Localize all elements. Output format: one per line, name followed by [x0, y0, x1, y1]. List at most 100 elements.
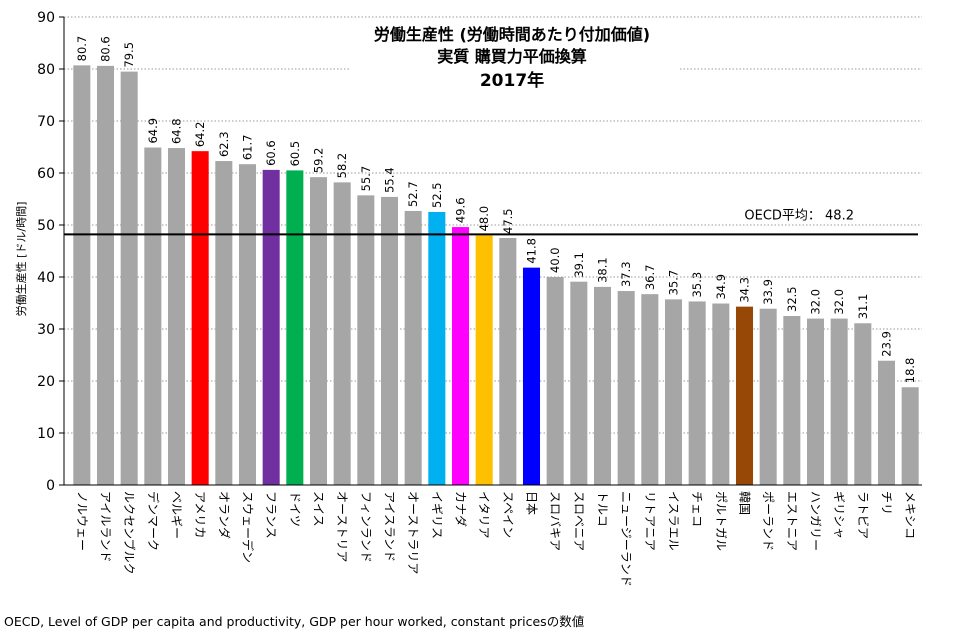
bar — [901, 387, 919, 485]
bar-value-label: 60.6 — [264, 140, 278, 166]
bar — [593, 286, 612, 485]
bar-value-label: 59.2 — [312, 148, 326, 174]
bar-value-label: 40.0 — [548, 247, 562, 273]
x-tick-label: エストニア — [785, 491, 799, 551]
bar — [357, 195, 375, 486]
bar-value-label: 80.6 — [99, 36, 113, 62]
x-tick-label: チリ — [880, 491, 894, 515]
x-tick-label: ハンガリー — [809, 491, 823, 551]
x-tick-label: フィンランド — [359, 491, 373, 563]
bar-value-label: 61.7 — [241, 135, 255, 161]
bar-value-label: 38.1 — [596, 257, 610, 283]
bar — [759, 308, 777, 485]
x-tick-label: ポルトガル — [714, 491, 728, 551]
y-tick-label: 10 — [37, 426, 55, 442]
x-tick-label: イギリス — [430, 491, 444, 539]
bar-value-label: 49.6 — [454, 197, 468, 223]
bar-value-label: 64.2 — [193, 122, 207, 148]
bar-value-label: 18.8 — [903, 358, 917, 384]
x-tick-label: オーストリア — [335, 491, 349, 562]
bar-value-label: 60.5 — [288, 141, 302, 167]
bar-value-label: 41.8 — [525, 238, 539, 264]
bar-value-label: 23.9 — [880, 331, 894, 357]
bar — [404, 210, 422, 485]
x-tick-label: カナダ — [454, 491, 469, 527]
bar — [286, 170, 304, 485]
bar — [877, 360, 896, 485]
bar-value-label: 47.5 — [501, 208, 515, 234]
bar — [570, 281, 588, 485]
bar — [546, 277, 564, 485]
x-tick-label: ノルウェー — [75, 491, 89, 551]
bar — [617, 291, 635, 485]
source-note: OECD, Level of GDP per capita and produc… — [4, 614, 585, 629]
bar — [238, 164, 257, 485]
bar-value-label: 55.4 — [383, 167, 397, 193]
bar-value-label: 33.9 — [761, 279, 775, 305]
y-tick-label: 50 — [37, 218, 55, 234]
bar-value-label: 58.2 — [335, 153, 349, 179]
bar — [380, 196, 399, 486]
bar-value-label: 35.3 — [690, 272, 704, 298]
x-tick-label: ニュージーランド — [619, 491, 633, 587]
chart-title-line: 2017年 — [480, 70, 544, 91]
bar — [499, 238, 517, 485]
bar — [688, 301, 706, 485]
bar-value-label: 36.7 — [643, 265, 657, 291]
bar — [120, 71, 138, 485]
x-tick-label: スウェーデン — [241, 491, 256, 563]
bar-value-label: 35.7 — [667, 270, 681, 296]
x-tick-label: アメリカ — [193, 491, 207, 538]
x-tick-label: 日本 — [525, 491, 539, 515]
bar-value-label: 32.5 — [785, 286, 799, 312]
bar-value-label: 34.9 — [714, 274, 728, 300]
bar-value-label: 55.7 — [359, 166, 373, 192]
x-tick-label: イタリア — [477, 491, 491, 539]
y-tick-label: 20 — [37, 374, 55, 390]
x-tick-label: ラトビア — [856, 491, 870, 539]
y-tick-label: 60 — [37, 166, 55, 182]
bar-value-label: 62.3 — [217, 131, 231, 157]
bar — [309, 177, 328, 485]
bar — [522, 267, 541, 485]
bar — [830, 318, 848, 485]
x-tick-label: オランダ — [217, 491, 232, 539]
bar-value-label: 52.5 — [430, 182, 444, 208]
x-tick-label: ルクセンブルク — [122, 491, 137, 575]
x-tick-label: メキシコ — [903, 491, 917, 539]
bar-value-label: 48.0 — [477, 206, 491, 232]
bar — [144, 147, 162, 485]
bar-value-label: 79.5 — [122, 42, 136, 68]
bar-value-label: 32.0 — [832, 289, 846, 315]
bar — [451, 227, 470, 485]
x-tick-label: スロベニア — [572, 491, 586, 551]
bar — [806, 318, 825, 485]
bar-value-label: 39.1 — [572, 252, 586, 278]
x-tick-label: アイルランド — [99, 491, 113, 562]
bar-value-label: 52.7 — [406, 181, 420, 207]
bar — [428, 212, 446, 485]
bar — [96, 65, 115, 485]
bar — [191, 151, 209, 485]
bar-value-label: 34.3 — [738, 277, 752, 303]
oecd-average-label: OECD平均： 48.2 — [744, 208, 854, 223]
bar-value-label: 31.1 — [856, 294, 870, 320]
x-tick-label: ポーランド — [761, 491, 775, 551]
y-tick-label: 70 — [37, 114, 55, 130]
bar — [641, 294, 659, 485]
bar — [664, 299, 683, 485]
bar — [333, 182, 351, 486]
x-tick-label: スイス — [312, 491, 326, 527]
y-tick-label: 0 — [46, 478, 55, 494]
bar — [167, 148, 186, 486]
x-tick-label: オーストラリア — [406, 491, 420, 574]
x-tick-label: ベルギー — [170, 491, 184, 539]
bar — [712, 303, 730, 485]
chart-title-line: 労働生産性 (労働時間あたり付加価値) — [374, 25, 650, 44]
bar — [783, 316, 801, 485]
bar-value-label: 64.9 — [146, 118, 160, 144]
bar — [735, 306, 754, 485]
bar — [475, 235, 493, 485]
y-axis-label: 労働生産性 [ドル/時間] — [14, 202, 28, 317]
x-tick-label: トルコ — [596, 491, 610, 527]
